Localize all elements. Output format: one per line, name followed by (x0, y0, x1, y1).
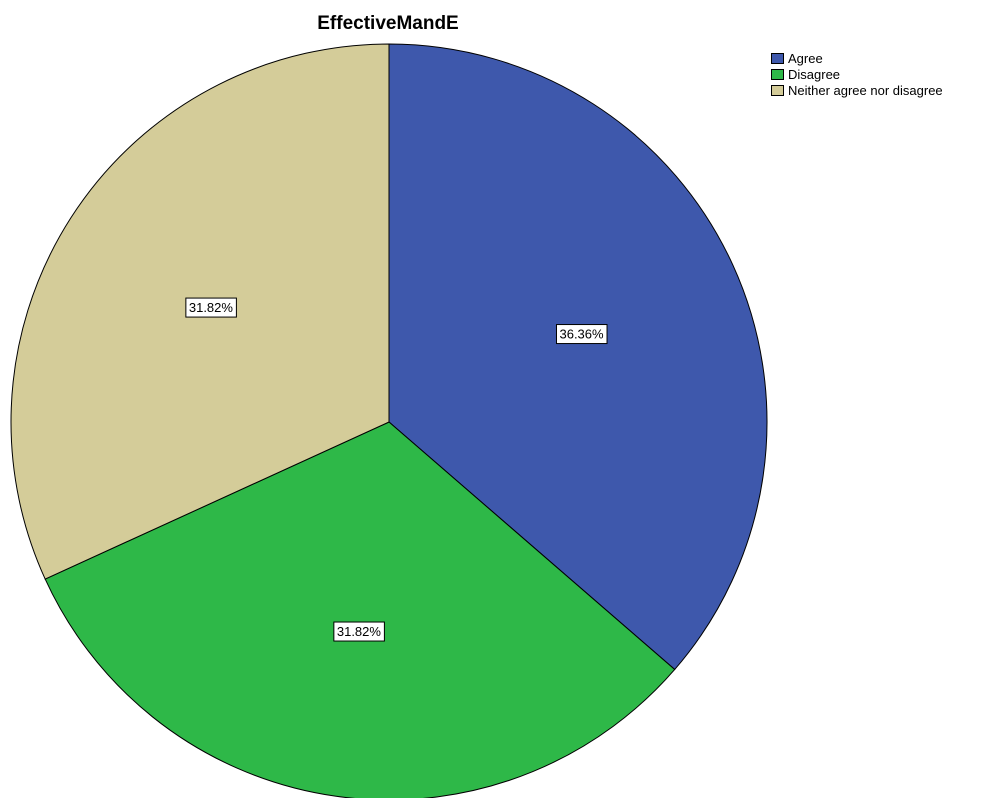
pie-slice-agree (388, 43, 768, 671)
legend-label-agree: Agree (788, 50, 823, 66)
legend-swatch-neither (771, 84, 784, 96)
slice-value-label-neither: 31.82% (185, 297, 237, 318)
pie-slice-disagree (44, 421, 676, 798)
legend-swatch-agree (771, 52, 784, 64)
pie-value-labels: 36.36% 31.82% 31.82% (185, 297, 608, 642)
svg-text:31.82%: 31.82% (337, 624, 382, 639)
legend: Agree Disagree Neither agree nor disagre… (771, 50, 943, 98)
svg-text:31.82%: 31.82% (189, 300, 234, 315)
svg-text:36.36%: 36.36% (559, 327, 604, 342)
chart-title: EffectiveMandE (317, 13, 459, 34)
slice-value-label-disagree: 31.82% (333, 621, 385, 642)
legend-label-disagree: Disagree (788, 66, 841, 82)
legend-item-agree: Agree (771, 50, 943, 66)
legend-swatch-disagree (771, 68, 784, 80)
legend-item-disagree: Disagree (771, 66, 943, 82)
slice-value-label-agree: 36.36% (555, 324, 608, 345)
legend-item-neither: Neither agree nor disagree (771, 82, 943, 98)
legend-label-neither: Neither agree nor disagree (788, 82, 943, 98)
pie-slices (10, 43, 768, 798)
